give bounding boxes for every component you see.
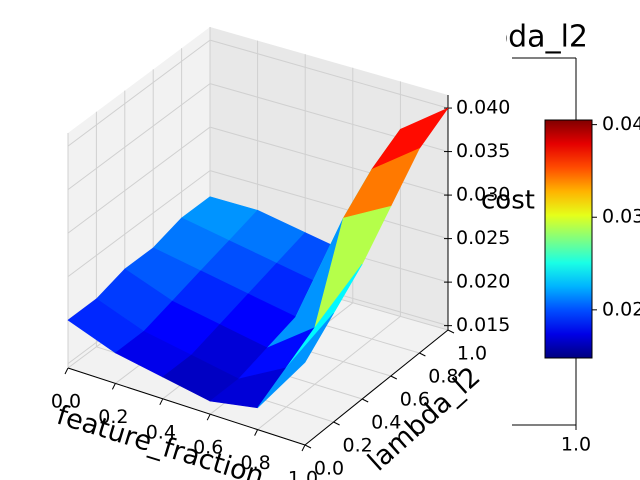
grid-line <box>67 83 211 191</box>
x-tick-label: 0.6 <box>193 437 223 459</box>
y-tick <box>361 398 369 403</box>
grid-line <box>209 126 449 196</box>
y-tick-label: 0.8 <box>428 366 458 388</box>
y-tick <box>304 444 312 449</box>
grid-line <box>257 316 401 430</box>
z-tick-label: 0.025 <box>456 227 510 249</box>
colorbar-tick-label: 0.04 <box>602 113 640 135</box>
x-tick <box>159 398 164 406</box>
x-tick-label: 0.8 <box>240 452 270 474</box>
z-axis-label: cost <box>481 186 535 216</box>
grid-line <box>67 39 211 147</box>
x-tick <box>64 367 69 375</box>
grid-line <box>67 126 211 234</box>
y-tick-label: 1.0 <box>457 343 487 365</box>
z-tick-label: 0.040 <box>456 97 510 119</box>
colorbar-tick-label: 0.02 <box>602 298 640 320</box>
x-tick <box>301 444 306 452</box>
x-tick <box>206 413 211 421</box>
axis-line <box>67 367 306 446</box>
x-tick-label: 1.0 <box>288 468 318 480</box>
y-tick <box>333 421 340 426</box>
y-tick-label: 0.4 <box>371 412 401 434</box>
colorbar-tick-label: 0.03 <box>602 206 640 228</box>
y-tick <box>390 375 398 380</box>
z-tick-label: 0.015 <box>456 314 510 336</box>
x-tick-label: 0.4 <box>146 421 176 443</box>
z-tick-label: 0.030 <box>456 184 510 206</box>
side-title: lambda_l2 <box>433 20 588 55</box>
grid-line <box>209 170 449 240</box>
grid-line <box>209 39 449 109</box>
plot-3d: 0.00.20.40.60.81.00.00.20.40.60.81.00.01… <box>51 27 510 480</box>
y-tick-label: 0.2 <box>342 435 372 457</box>
y-tick <box>419 352 426 357</box>
side-axes: lambda_l2 1.0 <box>433 20 591 456</box>
surface-face <box>257 313 334 409</box>
grid-line <box>67 170 211 278</box>
y-tick-label: 0.0 <box>314 458 344 480</box>
z-tick-label: 0.020 <box>456 271 510 293</box>
z-tick-label: 0.035 <box>456 140 510 162</box>
axis-line <box>304 329 449 446</box>
y-tick-label: 0.6 <box>400 389 430 411</box>
colorbar-fill <box>544 119 593 359</box>
colorbar: 0.02 0.03 0.04 <box>544 113 640 359</box>
side-tick-label: 1.0 <box>561 434 591 456</box>
x-tick <box>254 429 259 436</box>
x-tick <box>111 383 116 390</box>
x-tick-label: 0.0 <box>51 391 81 413</box>
y-tick <box>447 329 455 334</box>
x-tick-label: 0.2 <box>98 406 128 428</box>
